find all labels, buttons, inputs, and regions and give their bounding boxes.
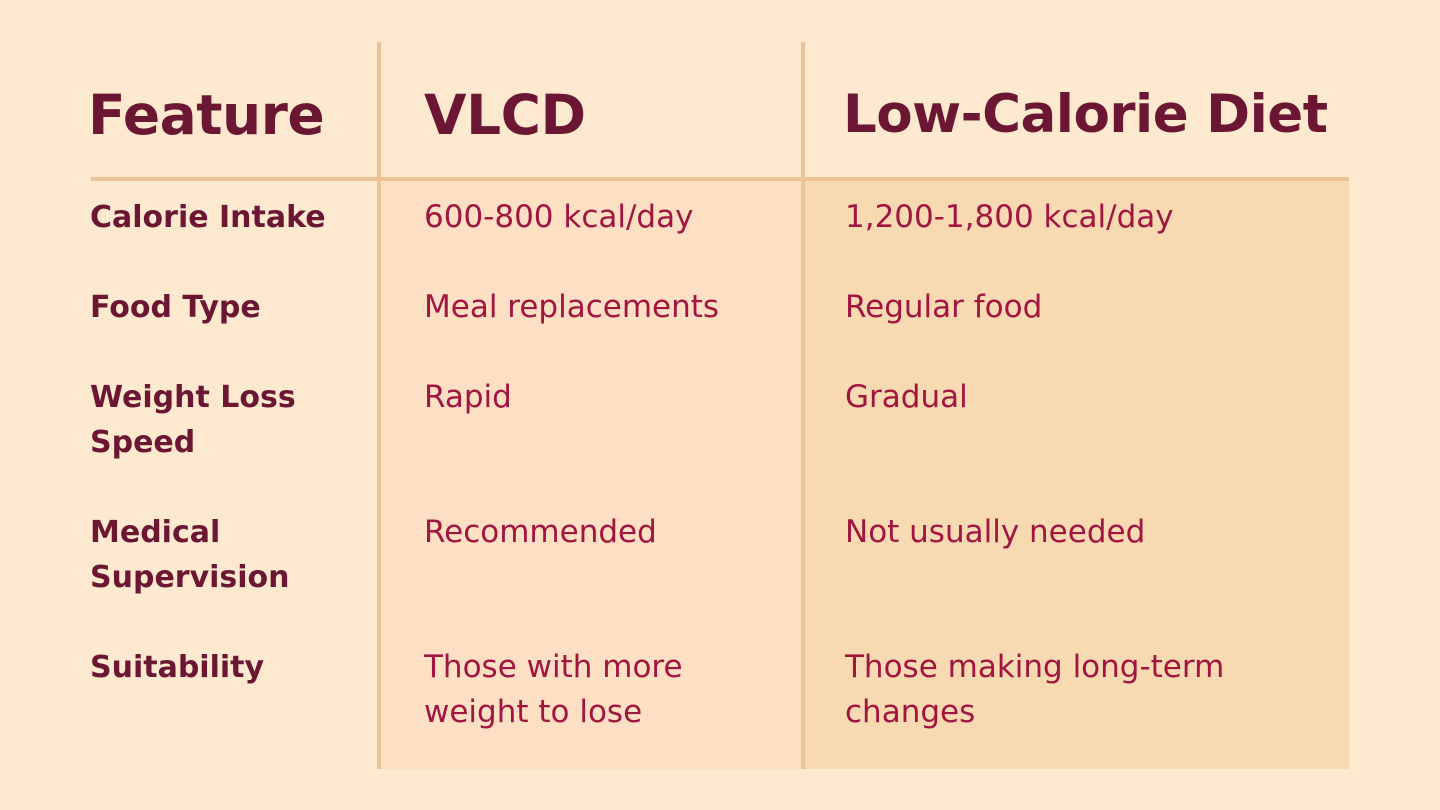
low-calorie-medical-supervision: Not usually needed <box>845 514 1146 550</box>
vlcd-calorie-intake: 600-800 kcal/day <box>424 199 694 235</box>
header-feature: Feature <box>88 83 325 147</box>
feature-weight-loss-speed: Weight Loss Speed <box>90 380 296 460</box>
low-calorie-food-type: Regular food <box>845 289 1043 325</box>
column-divider-1 <box>377 42 381 769</box>
vlcd-medical-supervision: Recommended <box>424 514 657 550</box>
column-divider-2 <box>801 42 805 769</box>
vlcd-food-type: Meal replacements <box>424 289 720 325</box>
header-vlcd: VLCD <box>424 83 586 147</box>
header-divider <box>91 177 1349 181</box>
low-calorie-suitability: Those making long-term changes <box>845 649 1225 730</box>
low-calorie-column-background <box>804 181 1349 769</box>
feature-suitability: Suitability <box>90 650 265 685</box>
vlcd-suitability: Those with more weight to lose <box>424 649 683 730</box>
vlcd-column-background <box>380 181 802 769</box>
feature-calorie-intake: Calorie Intake <box>90 200 326 235</box>
low-calorie-calorie-intake: 1,200-1,800 kcal/day <box>845 199 1174 235</box>
feature-food-type: Food Type <box>90 290 261 325</box>
low-calorie-weight-loss-speed: Gradual <box>845 379 968 415</box>
feature-medical-supervision: Medical Supervision <box>90 515 290 595</box>
header-low-calorie-diet: Low-Calorie Diet <box>843 84 1328 145</box>
vlcd-weight-loss-speed: Rapid <box>424 379 512 415</box>
